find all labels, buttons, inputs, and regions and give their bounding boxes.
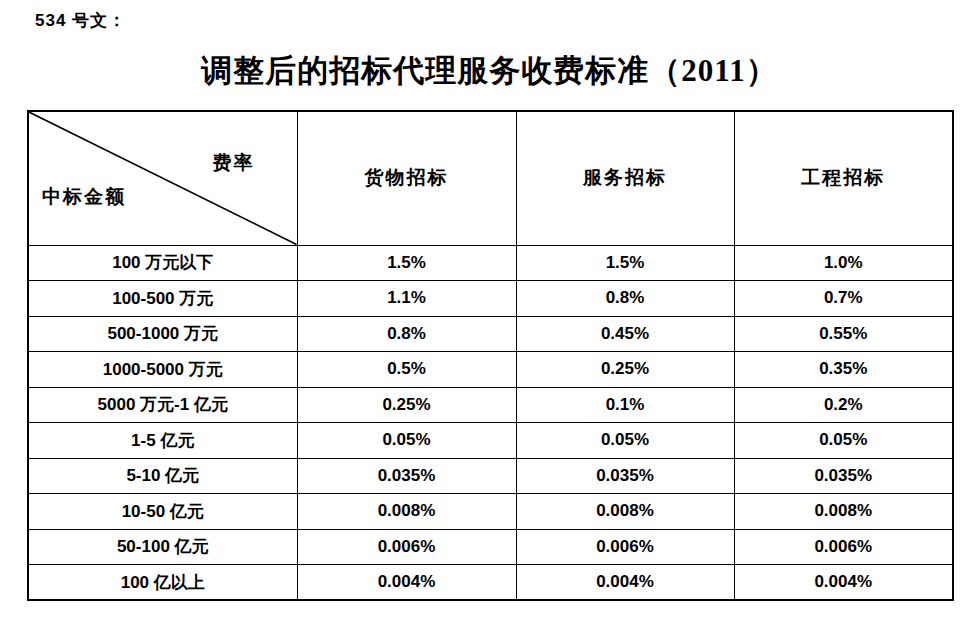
rate-value-cell: 1.5% (297, 245, 516, 281)
amount-range-cell: 1000-5000 万元 (28, 352, 297, 388)
table-row: 5-10 亿元0.035%0.035%0.035% (28, 458, 953, 494)
amount-range-cell: 5000 万元-1 亿元 (28, 387, 297, 423)
rate-value-cell: 0.035% (297, 458, 516, 494)
amount-range-cell: 5-10 亿元 (28, 458, 297, 494)
document-number-label: 534 号文： (35, 9, 126, 32)
table-row: 1000-5000 万元0.5%0.25%0.35% (28, 352, 953, 388)
rate-value-cell: 0.25% (516, 352, 734, 388)
document-page: 534 号文： 调整后的招标代理服务收费标准（2011） 费率 中标金额 货物招… (0, 0, 979, 629)
diagonal-divider-line (29, 112, 297, 245)
header-row: 费率 中标金额 货物招标 服务招标 工程招标 (28, 111, 953, 245)
table-row: 100 万元以下1.5%1.5%1.0% (28, 245, 953, 281)
column-header-service-bidding: 服务招标 (516, 111, 734, 245)
table-row: 50-100 亿元0.006%0.006%0.006% (28, 529, 953, 565)
rate-value-cell: 0.035% (516, 458, 734, 494)
rate-value-cell: 0.5% (297, 352, 516, 388)
rate-value-cell: 0.25% (297, 387, 516, 423)
amount-range-cell: 50-100 亿元 (28, 529, 297, 565)
rate-value-cell: 0.004% (297, 565, 516, 601)
rate-value-cell: 0.8% (297, 316, 516, 352)
table-row: 100 亿以上0.004%0.004%0.004% (28, 565, 953, 601)
rate-value-cell: 1.5% (516, 245, 734, 281)
rate-value-cell: 0.1% (516, 387, 734, 423)
rate-value-cell: 0.004% (734, 565, 953, 601)
rate-value-cell: 0.55% (734, 316, 953, 352)
rate-value-cell: 0.008% (734, 494, 953, 530)
column-header-engineering-bidding: 工程招标 (734, 111, 953, 245)
rate-value-cell: 0.006% (734, 529, 953, 565)
amount-range-cell: 1-5 亿元 (28, 423, 297, 459)
rate-value-cell: 0.05% (734, 423, 953, 459)
table-row: 10-50 亿元0.008%0.008%0.008% (28, 494, 953, 530)
table-row: 500-1000 万元0.8%0.45%0.55% (28, 316, 953, 352)
amount-range-cell: 500-1000 万元 (28, 316, 297, 352)
rate-value-cell: 0.008% (297, 494, 516, 530)
rate-value-cell: 1.0% (734, 245, 953, 281)
rate-value-cell: 0.008% (516, 494, 734, 530)
corner-label-bid-amount: 中标金额 (42, 184, 126, 210)
rate-value-cell: 0.006% (297, 529, 516, 565)
amount-range-cell: 100 亿以上 (28, 565, 297, 601)
table-body: 100 万元以下1.5%1.5%1.0%100-500 万元1.1%0.8%0.… (28, 245, 953, 600)
diagonal-corner-cell: 费率 中标金额 (28, 111, 297, 245)
rate-value-cell: 1.1% (297, 281, 516, 317)
rate-value-cell: 0.035% (734, 458, 953, 494)
amount-range-cell: 100-500 万元 (28, 281, 297, 317)
rate-value-cell: 0.7% (734, 281, 953, 317)
rate-value-cell: 0.05% (297, 423, 516, 459)
column-header-goods-bidding: 货物招标 (297, 111, 516, 245)
amount-range-cell: 10-50 亿元 (28, 494, 297, 530)
rate-value-cell: 0.006% (516, 529, 734, 565)
rate-value-cell: 0.2% (734, 387, 953, 423)
table-row: 1-5 亿元0.05%0.05%0.05% (28, 423, 953, 459)
table-row: 5000 万元-1 亿元0.25%0.1%0.2% (28, 387, 953, 423)
page-title: 调整后的招标代理服务收费标准（2011） (0, 50, 979, 92)
rate-value-cell: 0.45% (516, 316, 734, 352)
rate-value-cell: 0.004% (516, 565, 734, 601)
rate-value-cell: 0.35% (734, 352, 953, 388)
rate-value-cell: 0.8% (516, 281, 734, 317)
table-row: 100-500 万元1.1%0.8%0.7% (28, 281, 953, 317)
rate-value-cell: 0.05% (516, 423, 734, 459)
corner-label-rate: 费率 (213, 150, 255, 176)
amount-range-cell: 100 万元以下 (28, 245, 297, 281)
fee-rate-table: 费率 中标金额 货物招标 服务招标 工程招标 100 万元以下1.5%1.5%1… (27, 110, 954, 601)
